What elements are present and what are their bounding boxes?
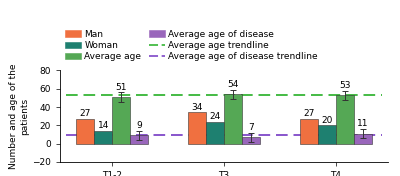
Bar bbox=[300, 119, 318, 144]
Bar bbox=[242, 137, 260, 144]
Bar bbox=[224, 94, 242, 144]
Bar bbox=[318, 125, 336, 144]
Bar bbox=[94, 131, 112, 144]
Text: 51: 51 bbox=[115, 83, 127, 92]
Legend: Man, Woman, Average age, Average age of disease, Average age trendline, Average : Man, Woman, Average age, Average age of … bbox=[64, 30, 318, 61]
Text: 7: 7 bbox=[248, 123, 254, 132]
Bar bbox=[336, 95, 354, 144]
Y-axis label: Number and age of the
patients: Number and age of the patients bbox=[9, 63, 29, 169]
Bar bbox=[130, 135, 148, 144]
Text: 20: 20 bbox=[321, 116, 333, 125]
Bar bbox=[112, 97, 130, 144]
Text: 24: 24 bbox=[210, 112, 221, 121]
Text: 27: 27 bbox=[303, 109, 315, 118]
Bar bbox=[354, 134, 372, 144]
Text: 54: 54 bbox=[227, 80, 239, 89]
Text: 27: 27 bbox=[80, 109, 91, 118]
Bar bbox=[188, 112, 206, 144]
Bar bbox=[206, 122, 224, 144]
Text: 14: 14 bbox=[98, 121, 109, 130]
Text: 53: 53 bbox=[339, 81, 350, 90]
Text: 34: 34 bbox=[192, 103, 203, 112]
Bar bbox=[76, 119, 94, 144]
Text: 11: 11 bbox=[357, 119, 368, 128]
Text: 9: 9 bbox=[136, 121, 142, 130]
